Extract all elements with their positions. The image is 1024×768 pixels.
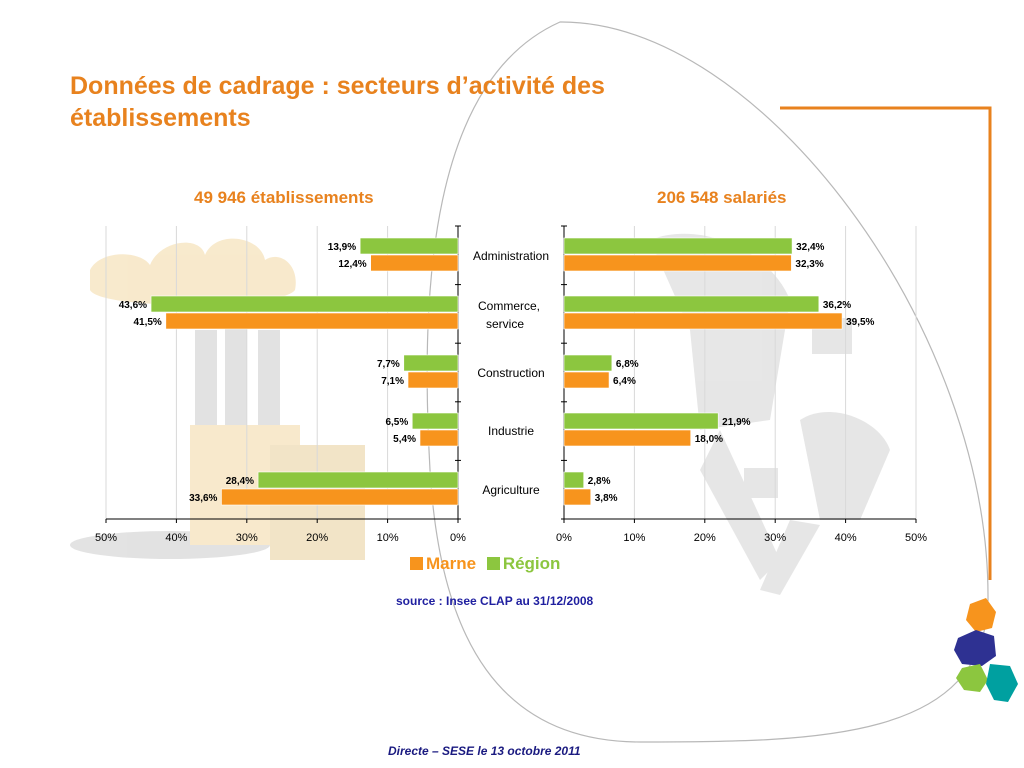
bar-left-région bbox=[359, 237, 459, 255]
bar-left-marne bbox=[221, 488, 459, 506]
category-label: Administration bbox=[473, 249, 549, 263]
tick-label-left: 20% bbox=[306, 532, 328, 544]
legend-item-marne: Marne bbox=[410, 554, 476, 574]
bar-left-marne bbox=[165, 312, 459, 330]
category-label: Agriculture bbox=[482, 483, 540, 497]
bar-left-marne bbox=[407, 371, 459, 389]
tick-label-left: 40% bbox=[165, 532, 187, 544]
data-label-left: 7,1% bbox=[381, 376, 404, 387]
bar-right-marne bbox=[563, 254, 792, 272]
footer-text: Directe – SESE le 13 octobre 2011 bbox=[388, 744, 581, 758]
legend-swatch-marne bbox=[410, 557, 423, 570]
bar-right-marne bbox=[563, 371, 610, 389]
bar-left-marne bbox=[419, 429, 459, 447]
category-label: Construction bbox=[477, 366, 544, 380]
source-note: source : Insee CLAP au 31/12/2008 bbox=[396, 594, 594, 608]
bar-right-région bbox=[563, 295, 820, 313]
bar-left-région bbox=[150, 295, 459, 313]
chart-title-salaries: 206 548 salariés bbox=[657, 188, 787, 207]
data-label-right: 3,8% bbox=[595, 493, 618, 504]
bar-right-région bbox=[563, 237, 793, 255]
orange-bracket-line bbox=[780, 106, 992, 580]
legend: Marne Région bbox=[410, 554, 566, 574]
tick-label-right: 20% bbox=[694, 532, 716, 544]
data-label-left: 13,9% bbox=[328, 242, 356, 253]
data-label-right: 32,4% bbox=[796, 242, 824, 253]
bar-right-région bbox=[563, 354, 613, 372]
category-label: service bbox=[486, 317, 524, 331]
data-label-right: 2,8% bbox=[588, 476, 611, 487]
bar-right-marne bbox=[563, 312, 843, 330]
tick-label-left: 0% bbox=[450, 532, 466, 544]
data-label-left: 33,6% bbox=[189, 493, 217, 504]
bar-right-région bbox=[563, 471, 585, 489]
category-label: Commerce, bbox=[478, 299, 540, 313]
data-label-left: 6,5% bbox=[385, 417, 408, 428]
tick-label-left: 10% bbox=[377, 532, 399, 544]
tick-label-right: 10% bbox=[623, 532, 645, 544]
tick-label-left: 30% bbox=[236, 532, 258, 544]
page-title: Données de cadrage : secteurs d’activité… bbox=[70, 72, 605, 132]
bar-left-marne bbox=[370, 254, 459, 272]
tick-label-right: 0% bbox=[556, 532, 572, 544]
legend-label-marne: Marne bbox=[426, 554, 477, 573]
legend-swatch-region bbox=[486, 557, 500, 570]
bar-right-région bbox=[563, 412, 719, 430]
data-label-left: 7,7% bbox=[377, 359, 400, 370]
tick-label-right: 50% bbox=[905, 532, 927, 544]
data-label-right: 39,5% bbox=[846, 317, 874, 328]
tick-label-right: 30% bbox=[764, 532, 786, 544]
data-label-left: 28,4% bbox=[226, 476, 254, 487]
legend-item-region: Région bbox=[486, 554, 561, 574]
data-label-left: 41,5% bbox=[133, 317, 161, 328]
tick-label-right: 40% bbox=[835, 532, 857, 544]
legend-label-region: Région bbox=[502, 554, 561, 573]
data-label-left: 12,4% bbox=[338, 259, 366, 270]
data-label-right: 6,8% bbox=[616, 359, 639, 370]
data-label-left: 5,4% bbox=[393, 434, 416, 445]
bar-left-région bbox=[411, 412, 459, 430]
region-map-logo bbox=[954, 598, 1018, 702]
chart-title-etablissements: 49 946 établissements bbox=[194, 188, 374, 207]
tick-label-left: 50% bbox=[95, 532, 117, 544]
data-label-right: 18,0% bbox=[695, 434, 723, 445]
category-label: Industrie bbox=[488, 424, 534, 438]
data-label-right: 36,2% bbox=[823, 300, 851, 311]
data-label-right: 32,3% bbox=[795, 259, 823, 270]
data-label-right: 6,4% bbox=[613, 376, 636, 387]
data-label-left: 43,6% bbox=[119, 300, 147, 311]
data-label-right: 21,9% bbox=[722, 417, 750, 428]
bar-left-région bbox=[403, 354, 459, 372]
bar-left-région bbox=[257, 471, 459, 489]
bar-right-marne bbox=[563, 488, 592, 506]
bar-right-marne bbox=[563, 429, 692, 447]
